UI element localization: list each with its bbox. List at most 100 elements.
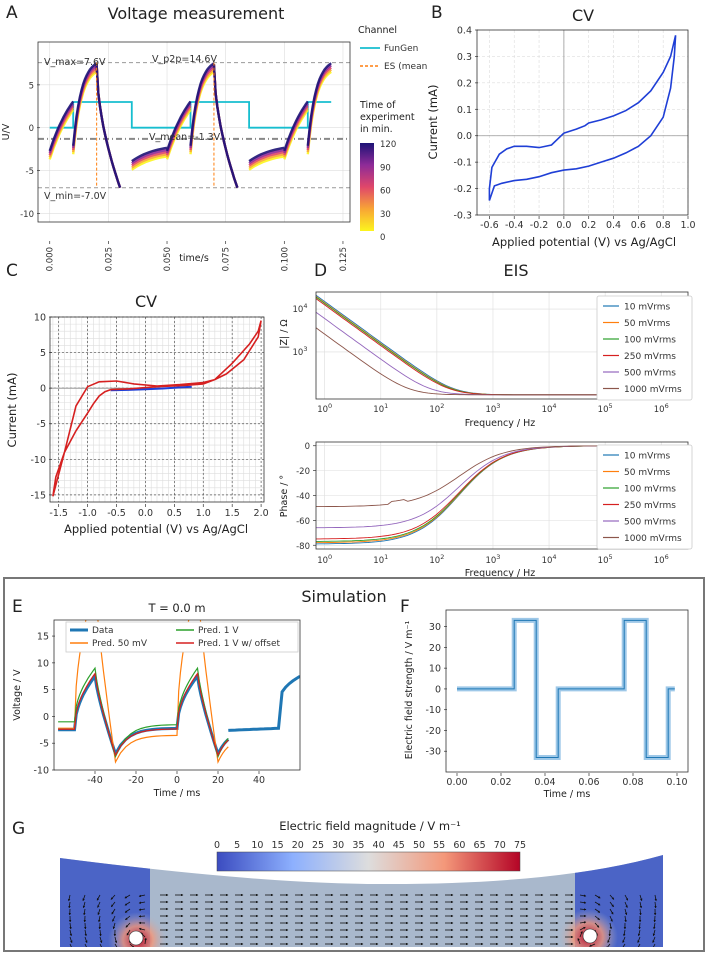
- x-tick-label: 104: [542, 553, 557, 566]
- annotation-vmean: V_mean=-1.3V: [149, 132, 221, 143]
- field-arrow: [594, 894, 601, 899]
- x-axis-label: Time / ms: [153, 788, 201, 799]
- x-tick-label: 0.08: [622, 777, 643, 788]
- measurement-curve: [283, 109, 309, 160]
- measurement-curve: [131, 148, 168, 165]
- colorbar-tick: 5: [234, 840, 240, 851]
- legend-label: 10 mVrms: [624, 303, 671, 313]
- y-tick-label: 0: [305, 442, 310, 452]
- measurement-curve: [283, 100, 309, 152]
- field-arrow: [110, 901, 116, 908]
- y-tick-label: 10: [34, 313, 46, 324]
- y-axis-label: Phase / °: [279, 475, 290, 517]
- legend-label: 50 mVrms: [624, 468, 671, 478]
- panel-letter-f: F: [400, 597, 410, 617]
- y-tick-label: 0: [29, 124, 34, 134]
- x-tick-label: 0.075: [222, 247, 232, 271]
- y-tick-label: 5: [29, 81, 34, 91]
- y-tick-label: -0.1: [453, 158, 472, 169]
- x-axis-label: Time / ms: [543, 789, 591, 800]
- x-tick-label: 0.8: [656, 220, 671, 231]
- x-tick-label: -1.5: [49, 508, 68, 519]
- legend-label: Data: [92, 626, 114, 636]
- field-arrow: [99, 929, 102, 937]
- y-tick-label: 20: [429, 643, 441, 654]
- colorbar-tick: 30: [380, 210, 391, 220]
- field-arrow: [639, 908, 642, 916]
- y-axis-label: Electric field strength / V m⁻¹: [404, 621, 415, 760]
- field-arrow: [84, 929, 87, 937]
- x-tick-label: -0.5: [107, 508, 126, 519]
- panel-letter-c: C: [6, 261, 18, 281]
- x-tick-label: 0.050: [163, 247, 173, 271]
- data-curve: [58, 672, 230, 758]
- field-arrow: [609, 894, 615, 900]
- y-axis-label: U/V: [1, 123, 12, 140]
- y-tick-label: -80: [296, 542, 310, 552]
- colorbar-tick: 20: [292, 840, 304, 851]
- panel-letter-g: G: [12, 819, 25, 839]
- panel-e-title: T = 0.0 m: [147, 601, 205, 615]
- y-tick-label: 10: [429, 664, 441, 675]
- legend-box: [596, 444, 693, 550]
- field-arrow: [589, 943, 596, 947]
- panel-d-eis-impedance: 100 101 102 103 104 105 106 104 103 Frequency / H…: [279, 291, 693, 429]
- cv-curve: [488, 35, 677, 201]
- legend-box: [596, 295, 693, 401]
- field-arrow: [69, 943, 73, 947]
- x-tick-label: -20: [128, 775, 144, 786]
- x-tick-label: 0.6: [631, 220, 646, 231]
- x-tick-label: 106: [654, 402, 669, 415]
- measurement-curve: [189, 62, 215, 146]
- x-tick-label: 102: [429, 553, 444, 566]
- panel-d-eis-phase: 100 101 102 103 104 105 106 0 -20 -40 -60 -80 Freque…: [279, 441, 693, 579]
- x-tick-label: 0.0: [138, 508, 153, 519]
- efield-line: [457, 619, 675, 758]
- field-arrow: [138, 901, 146, 904]
- measurement-curve: [212, 64, 239, 189]
- x-axis-label: Applied potential (V) vs Ag/AgCl: [64, 522, 248, 536]
- field-arrow: [637, 929, 641, 937]
- colorbar-tick: 90: [380, 163, 391, 173]
- data-curve-continued: [228, 675, 300, 732]
- y-tick-label: -10: [20, 210, 34, 220]
- field-arrow: [622, 936, 626, 943]
- panel-c-title: CV: [135, 292, 157, 311]
- measurement-curve: [131, 146, 168, 163]
- panel-g-field-magnitude: Electric field magnitude / V m⁻¹ 0 5 10 15 20…: [60, 819, 663, 947]
- panel-a-voltage-measurement: 0.000 0.025 0.050 0.075 0.100 0.125 -10 -5 0 5 tim…: [1, 25, 427, 271]
- field-arrow: [138, 927, 146, 931]
- panel-f-frame: [445, 609, 689, 773]
- pred-1v-curve: [58, 666, 229, 759]
- y-tick-label: 0.3: [457, 52, 472, 63]
- annotation-vmax: V_max=7.6V: [44, 57, 106, 68]
- y-tick-label: -20: [296, 467, 310, 477]
- field-arrow: [607, 936, 611, 943]
- field-arrow: [125, 915, 131, 921]
- field-arrow: [111, 908, 116, 915]
- field-arrow: [594, 908, 601, 913]
- panel-a-title: Voltage measurement: [108, 4, 285, 23]
- x-tick-label: -0.4: [505, 220, 524, 231]
- field-arrow: [69, 936, 73, 944]
- field-arrow: [82, 901, 86, 909]
- x-tick-label: 105: [598, 402, 613, 415]
- y-tick-label: -0.3: [453, 211, 472, 222]
- field-arrow: [579, 901, 587, 904]
- y-tick-label: -40: [296, 492, 310, 502]
- measurement-curve: [248, 153, 285, 169]
- colorbar-tick: 55: [433, 840, 445, 851]
- x-tick-label: 0.0: [556, 220, 571, 231]
- x-tick-label: -0.6: [480, 220, 499, 231]
- field-arrow: [652, 936, 656, 943]
- x-tick-label: 1.0: [680, 220, 695, 231]
- field-arrow: [110, 894, 116, 900]
- field-arrow: [621, 943, 626, 947]
- field-arrow: [579, 926, 586, 931]
- field-arrow: [624, 915, 627, 923]
- measurement-curve: [306, 62, 332, 146]
- y-tick-label: -5: [26, 167, 34, 177]
- field-arrow: [579, 921, 587, 924]
- x-tick-label: 1.5: [225, 508, 240, 519]
- y-tick-label: 0.2: [457, 78, 472, 89]
